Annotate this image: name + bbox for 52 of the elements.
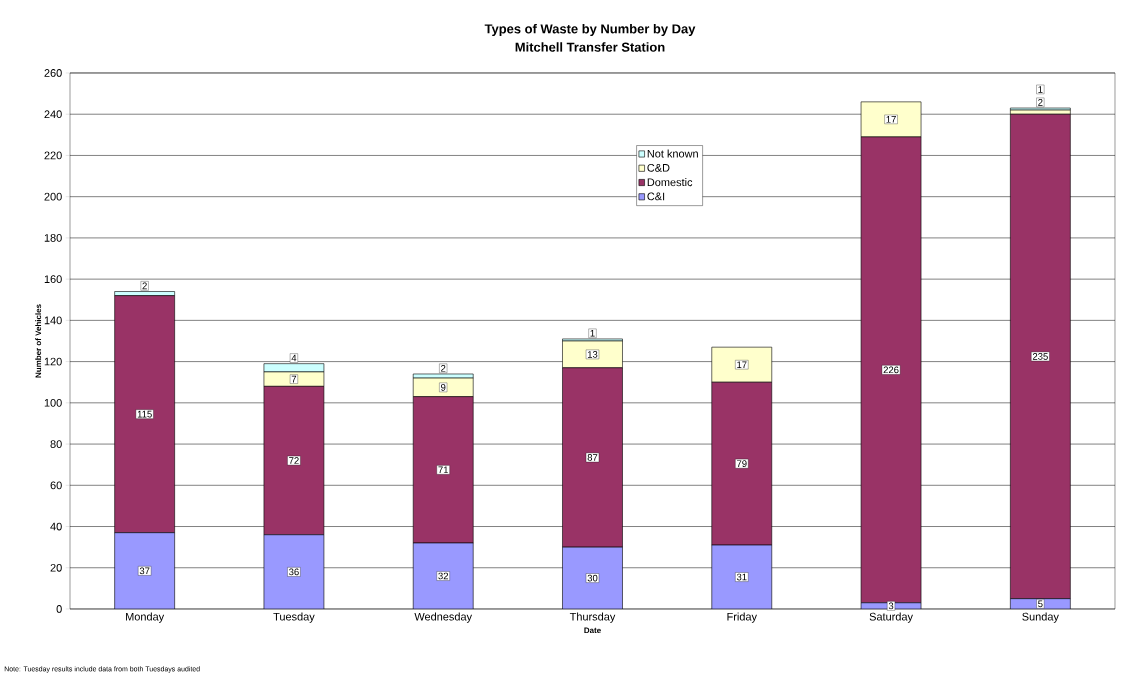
x-tick-label: Tuesday <box>273 612 315 623</box>
data-label: 36 <box>289 568 299 576</box>
data-label: 226 <box>883 366 899 374</box>
data-label: 235 <box>1032 353 1048 360</box>
legend-label: C&D <box>647 163 670 172</box>
data-label: 5 <box>1038 600 1043 608</box>
data-label: 71 <box>438 466 449 474</box>
chart-title: Types of Waste by Number by Day <box>484 23 696 37</box>
y-tick-label: 40 <box>50 522 62 531</box>
data-label: 17 <box>737 361 747 368</box>
data-label: 1 <box>590 330 595 337</box>
data-label: 87 <box>587 454 598 461</box>
y-tick-label: 120 <box>44 357 62 366</box>
x-tick-label: Saturday <box>869 612 913 623</box>
y-tick-label: 220 <box>44 151 62 160</box>
chart-subtitle: Mitchell Transfer Station <box>515 42 665 52</box>
y-tick-label: 60 <box>50 481 62 490</box>
data-label: 79 <box>737 460 747 467</box>
y-tick-label: 140 <box>44 316 62 325</box>
x-tick-label: Sunday <box>1022 612 1059 623</box>
y-tick-label: 260 <box>44 69 62 77</box>
data-label: 2 <box>441 365 446 372</box>
x-tick-label: Thursday <box>569 612 616 623</box>
data-label: 1 <box>1038 86 1043 93</box>
x-tick-label: Monday <box>126 612 165 623</box>
y-tick-label: 160 <box>44 275 62 284</box>
legend-label: Domestic <box>647 178 693 187</box>
data-label: 7 <box>291 375 297 383</box>
data-label: 9 <box>441 384 446 391</box>
data-label: 17 <box>886 116 896 123</box>
data-label: 115 <box>137 410 152 418</box>
x-tick-label: Friday <box>727 612 757 623</box>
legend-label: Not known <box>647 149 698 158</box>
data-label: 13 <box>587 351 598 358</box>
y-tick-label: 0 <box>56 605 62 613</box>
data-label: 4 <box>291 354 297 362</box>
data-label: 31 <box>736 573 747 581</box>
y-tick-label: 100 <box>44 398 62 407</box>
y-tick-label: 200 <box>44 192 62 201</box>
y-tick-label: 240 <box>44 110 62 119</box>
data-label: 32 <box>438 572 449 580</box>
legend-label: C&I <box>647 192 665 201</box>
y-tick-label: 180 <box>44 234 62 242</box>
y-tick-label: 20 <box>50 563 62 572</box>
data-label: 3 <box>888 602 894 610</box>
y-tick-label: 80 <box>50 440 62 448</box>
data-label: 37 <box>139 567 150 575</box>
x-tick-label: Wednesday <box>414 612 473 623</box>
data-label: 72 <box>289 457 299 464</box>
data-label: 30 <box>587 574 598 582</box>
data-label: 2 <box>1038 99 1043 106</box>
data-label: 2 <box>142 282 147 290</box>
